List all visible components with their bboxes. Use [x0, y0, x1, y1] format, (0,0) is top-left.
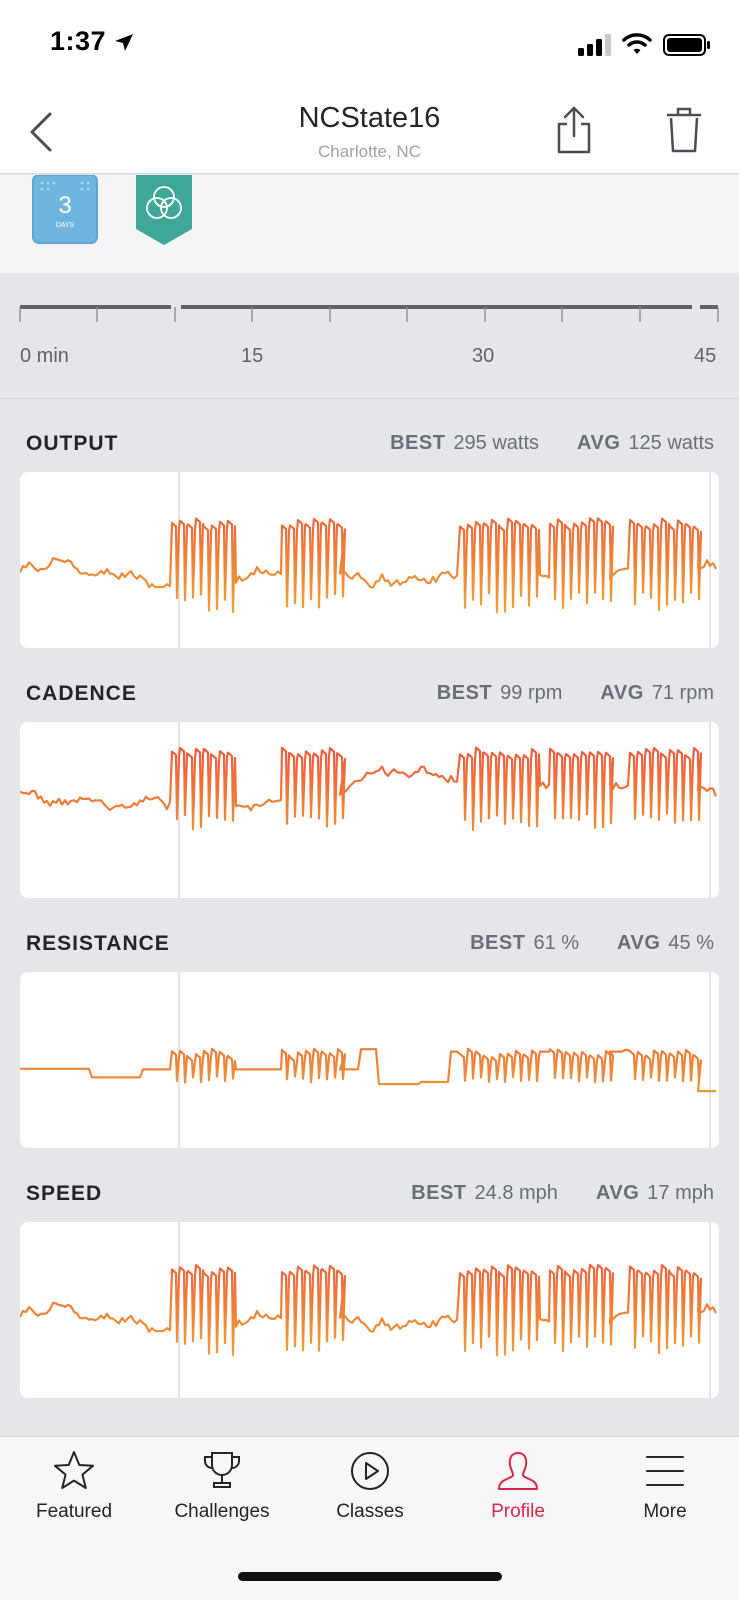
cadence-best-label: BEST [436, 682, 493, 704]
tab-classes[interactable]: Classes [296, 1437, 444, 1537]
tab-featured[interactable]: Featured [0, 1437, 148, 1537]
speed-graph [20, 1222, 717, 1398]
tab-challenges-label: Challenges [174, 1501, 270, 1522]
class-timeline[interactable]: 0 min 15 30 45 [0, 273, 739, 399]
speed-header: SPEED BEST 24.8 mph AVG 17 mph [26, 1182, 714, 1212]
speed-title: SPEED [26, 1182, 103, 1205]
output-title: OUTPUT [26, 432, 119, 455]
battery-icon [663, 34, 710, 56]
speed-avg-label: AVG [595, 1182, 640, 1204]
tab-classes-label: Classes [336, 1501, 404, 1522]
output-avg-value: 125 watts [628, 432, 714, 454]
output-avg-label: AVG [577, 432, 621, 454]
speed-avg-value: 17 mph [647, 1182, 714, 1204]
resistance-header: RESISTANCE BEST 61 % AVG 45 % [26, 932, 714, 962]
resistance-avg-label: AVG [617, 932, 661, 954]
output-graph [20, 472, 717, 648]
resistance-chart[interactable] [20, 972, 719, 1148]
timeline-label-30: 30 [472, 345, 495, 367]
metric-series-line [20, 1263, 717, 1357]
resistance-best-value: 61 % [533, 932, 580, 954]
home-indicator [238, 1572, 502, 1581]
play-circle-icon [351, 1452, 389, 1490]
tab-challenges[interactable]: Challenges [148, 1437, 296, 1537]
tab-more-label: More [643, 1501, 687, 1522]
nav-bar: NCState16 Charlotte, NC [0, 90, 739, 174]
streak-badge-number: 3 [58, 192, 71, 219]
timeline-label-15: 15 [241, 345, 264, 367]
output-best-label: BEST [390, 432, 446, 454]
profile-icon [498, 1452, 538, 1490]
tab-profile-label: Profile [491, 1501, 545, 1522]
cadence-chart[interactable] [20, 722, 719, 898]
speed-best-label: BEST [411, 1182, 467, 1204]
speed-chart[interactable] [20, 1222, 719, 1398]
trash-icon[interactable] [666, 106, 702, 154]
streak-badge-caption: DAYS [56, 222, 75, 229]
rings-badge-icon[interactable] [132, 175, 196, 247]
resistance-best-label: BEST [470, 932, 526, 954]
star-icon [54, 1451, 94, 1489]
tab-profile[interactable]: Profile [444, 1437, 592, 1537]
resistance-stats: BEST 61 % AVG 45 % [470, 932, 714, 955]
metric-series-line [20, 517, 717, 614]
output-best-value: 295 watts [453, 432, 540, 454]
cellular-signal-icon [578, 34, 611, 56]
tab-featured-label: Featured [35, 1501, 113, 1522]
menu-icon [646, 1456, 684, 1486]
cadence-graph [20, 722, 718, 898]
cadence-avg-label: AVG [600, 682, 644, 704]
timeline-label-45: 45 [694, 345, 717, 367]
speed-best-value: 24.8 mph [474, 1182, 558, 1204]
cadence-header: CADENCE BEST 99 rpm AVG 71 rpm [26, 682, 714, 712]
output-header: OUTPUT BEST 295 watts AVG 125 watts [26, 432, 714, 462]
cadence-avg-value: 71 rpm [651, 682, 714, 704]
page-subtitle: Charlotte, NC [318, 142, 421, 161]
output-stats: BEST 295 watts AVG 125 watts [390, 432, 714, 455]
resistance-title: RESISTANCE [26, 932, 170, 955]
cadence-stats: BEST 99 rpm AVG 71 rpm [437, 682, 714, 705]
status-bar: 1:37 [0, 0, 739, 90]
cadence-title: CADENCE [26, 682, 137, 705]
streak-badge-icon[interactable]: 3 DAYS [32, 175, 98, 245]
trophy-icon [204, 1452, 240, 1488]
page-title: NCState16 [298, 102, 441, 134]
tab-more[interactable]: More [591, 1437, 739, 1537]
share-icon[interactable] [554, 104, 594, 156]
output-chart[interactable] [20, 472, 719, 648]
chevron-left-icon[interactable] [26, 110, 56, 154]
timeline-track [19, 305, 719, 322]
metric-series-line [20, 1047, 716, 1093]
wifi-icon [622, 33, 652, 54]
speed-stats: BEST 24.8 mph AVG 17 mph [411, 1182, 714, 1205]
resistance-graph [20, 972, 716, 1148]
cadence-best-value: 99 rpm [500, 682, 563, 704]
timeline-label-0: 0 min [20, 345, 69, 367]
location-arrow-icon [115, 34, 133, 51]
badges-strip: 3 DAYS [0, 175, 739, 273]
status-time: 1:37 [50, 26, 107, 56]
resistance-avg-value: 45 % [668, 932, 714, 954]
metric-series-line [20, 746, 718, 832]
